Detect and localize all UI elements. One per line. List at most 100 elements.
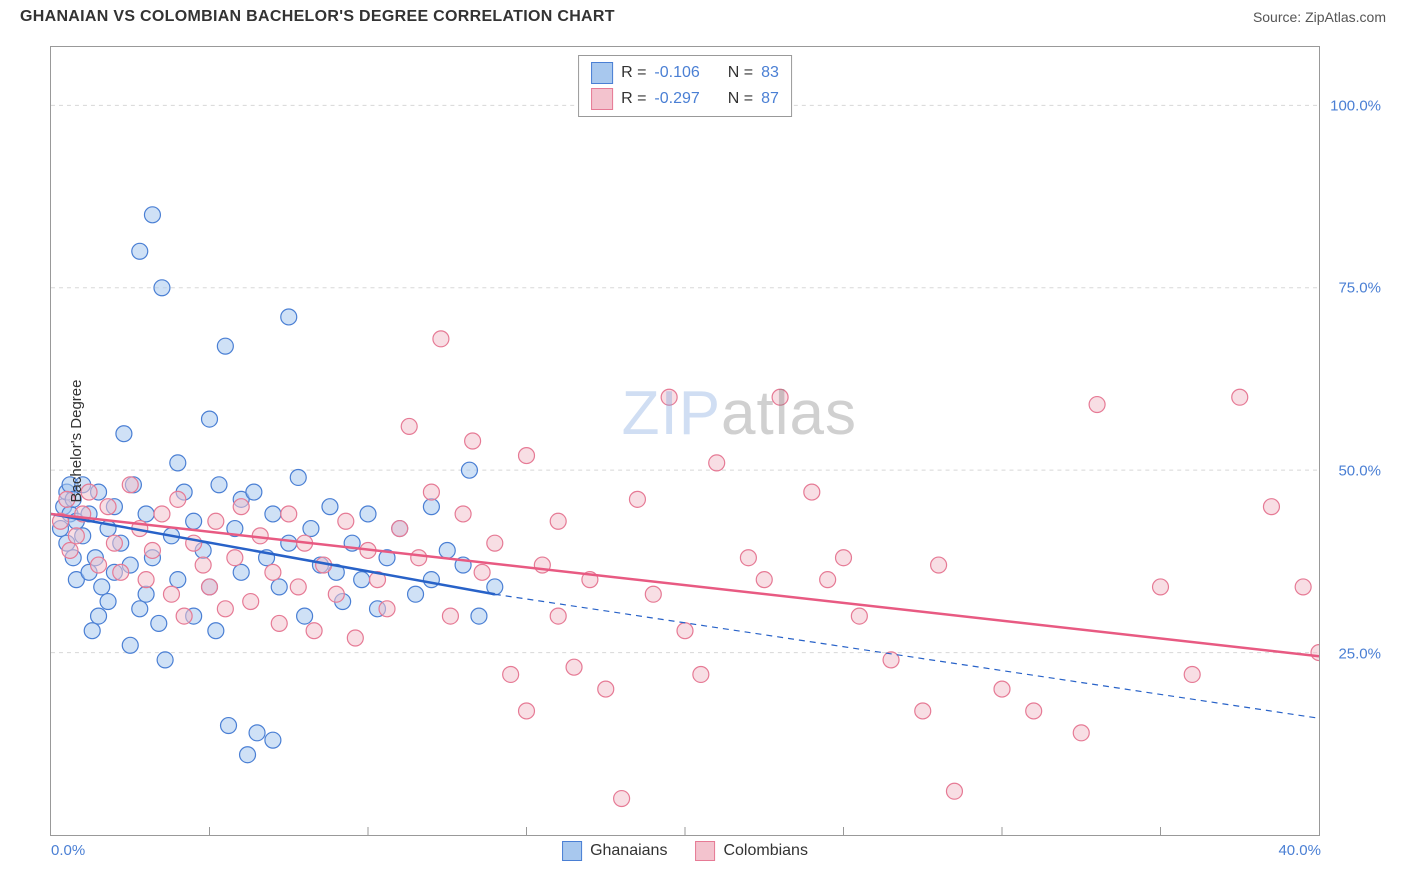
data-point [113, 564, 129, 580]
data-point [392, 521, 408, 537]
data-point [756, 572, 772, 588]
data-point [100, 594, 116, 610]
ytick-label: 50.0% [1338, 463, 1381, 480]
legend-item: Colombians [695, 841, 807, 861]
data-point [281, 309, 297, 325]
data-point [550, 513, 566, 529]
data-point [931, 557, 947, 573]
data-point [677, 623, 693, 639]
data-point [249, 725, 265, 741]
data-point [217, 601, 233, 617]
data-point [138, 506, 154, 522]
data-point [265, 564, 281, 580]
data-point [265, 506, 281, 522]
data-point [186, 513, 202, 529]
data-point [401, 418, 417, 434]
data-point [306, 623, 322, 639]
data-point [202, 411, 218, 427]
data-point [408, 586, 424, 602]
legend-row: R = -0.297 N = 87 [591, 86, 779, 112]
data-point [208, 623, 224, 639]
data-point [303, 521, 319, 537]
data-point [116, 426, 132, 442]
data-point [354, 572, 370, 588]
data-point [465, 433, 481, 449]
data-point [645, 586, 661, 602]
data-point [91, 557, 107, 573]
data-point [243, 594, 259, 610]
data-point [1073, 725, 1089, 741]
legend-swatch [562, 841, 582, 861]
data-point [68, 528, 84, 544]
data-point [423, 572, 439, 588]
data-point [144, 207, 160, 223]
data-point [297, 608, 313, 624]
data-point [240, 747, 256, 763]
n-label: N = [728, 90, 753, 108]
data-point [170, 491, 186, 507]
stats-legend: R = -0.106 N = 83 R = -0.297 N = 87 [578, 55, 792, 117]
data-point [519, 703, 535, 719]
ytick-label: 75.0% [1338, 280, 1381, 297]
data-point [433, 331, 449, 347]
data-point [1311, 645, 1319, 661]
data-point [629, 491, 645, 507]
data-point [221, 718, 237, 734]
n-value: 83 [761, 64, 779, 82]
data-point [439, 542, 455, 558]
data-point [994, 681, 1010, 697]
data-point [211, 477, 227, 493]
data-point [328, 586, 344, 602]
data-point [106, 535, 122, 551]
chart-area: ZIPatlas Bachelor's Degree R = -0.106 N … [50, 46, 1320, 836]
data-point [122, 477, 138, 493]
data-point [138, 572, 154, 588]
data-point [915, 703, 931, 719]
data-point [290, 470, 306, 486]
data-point [202, 579, 218, 595]
data-point [144, 542, 160, 558]
data-point [1089, 397, 1105, 413]
data-point [132, 601, 148, 617]
data-point [338, 513, 354, 529]
source-citation: Source: ZipAtlas.com [1253, 9, 1386, 25]
legend-row: R = -0.106 N = 83 [591, 60, 779, 86]
data-point [322, 499, 338, 515]
data-point [62, 542, 78, 558]
data-point [265, 732, 281, 748]
data-point [138, 586, 154, 602]
data-point [176, 608, 192, 624]
data-point [290, 579, 306, 595]
legend-swatch [591, 62, 613, 84]
r-label: R = [621, 64, 646, 82]
legend-label: Colombians [723, 842, 807, 860]
data-point [227, 550, 243, 566]
data-point [271, 615, 287, 631]
xtick-label: 40.0% [1278, 842, 1321, 859]
r-value: -0.297 [654, 90, 699, 108]
data-point [836, 550, 852, 566]
xtick-label: 0.0% [51, 842, 85, 859]
r-label: R = [621, 90, 646, 108]
data-point [566, 659, 582, 675]
data-point [84, 623, 100, 639]
scatter-plot [51, 47, 1319, 835]
legend-label: Ghanaians [590, 842, 667, 860]
data-point [461, 462, 477, 478]
data-point [281, 535, 297, 551]
data-point [163, 586, 179, 602]
r-value: -0.106 [654, 64, 699, 82]
data-point [487, 535, 503, 551]
data-point [132, 243, 148, 259]
data-point [233, 499, 249, 515]
data-point [772, 389, 788, 405]
data-point [455, 506, 471, 522]
data-point [100, 499, 116, 515]
data-point [1026, 703, 1042, 719]
data-point [170, 572, 186, 588]
data-point [122, 637, 138, 653]
data-point [598, 681, 614, 697]
data-point [208, 513, 224, 529]
data-point [91, 608, 107, 624]
legend-swatch [591, 88, 613, 110]
